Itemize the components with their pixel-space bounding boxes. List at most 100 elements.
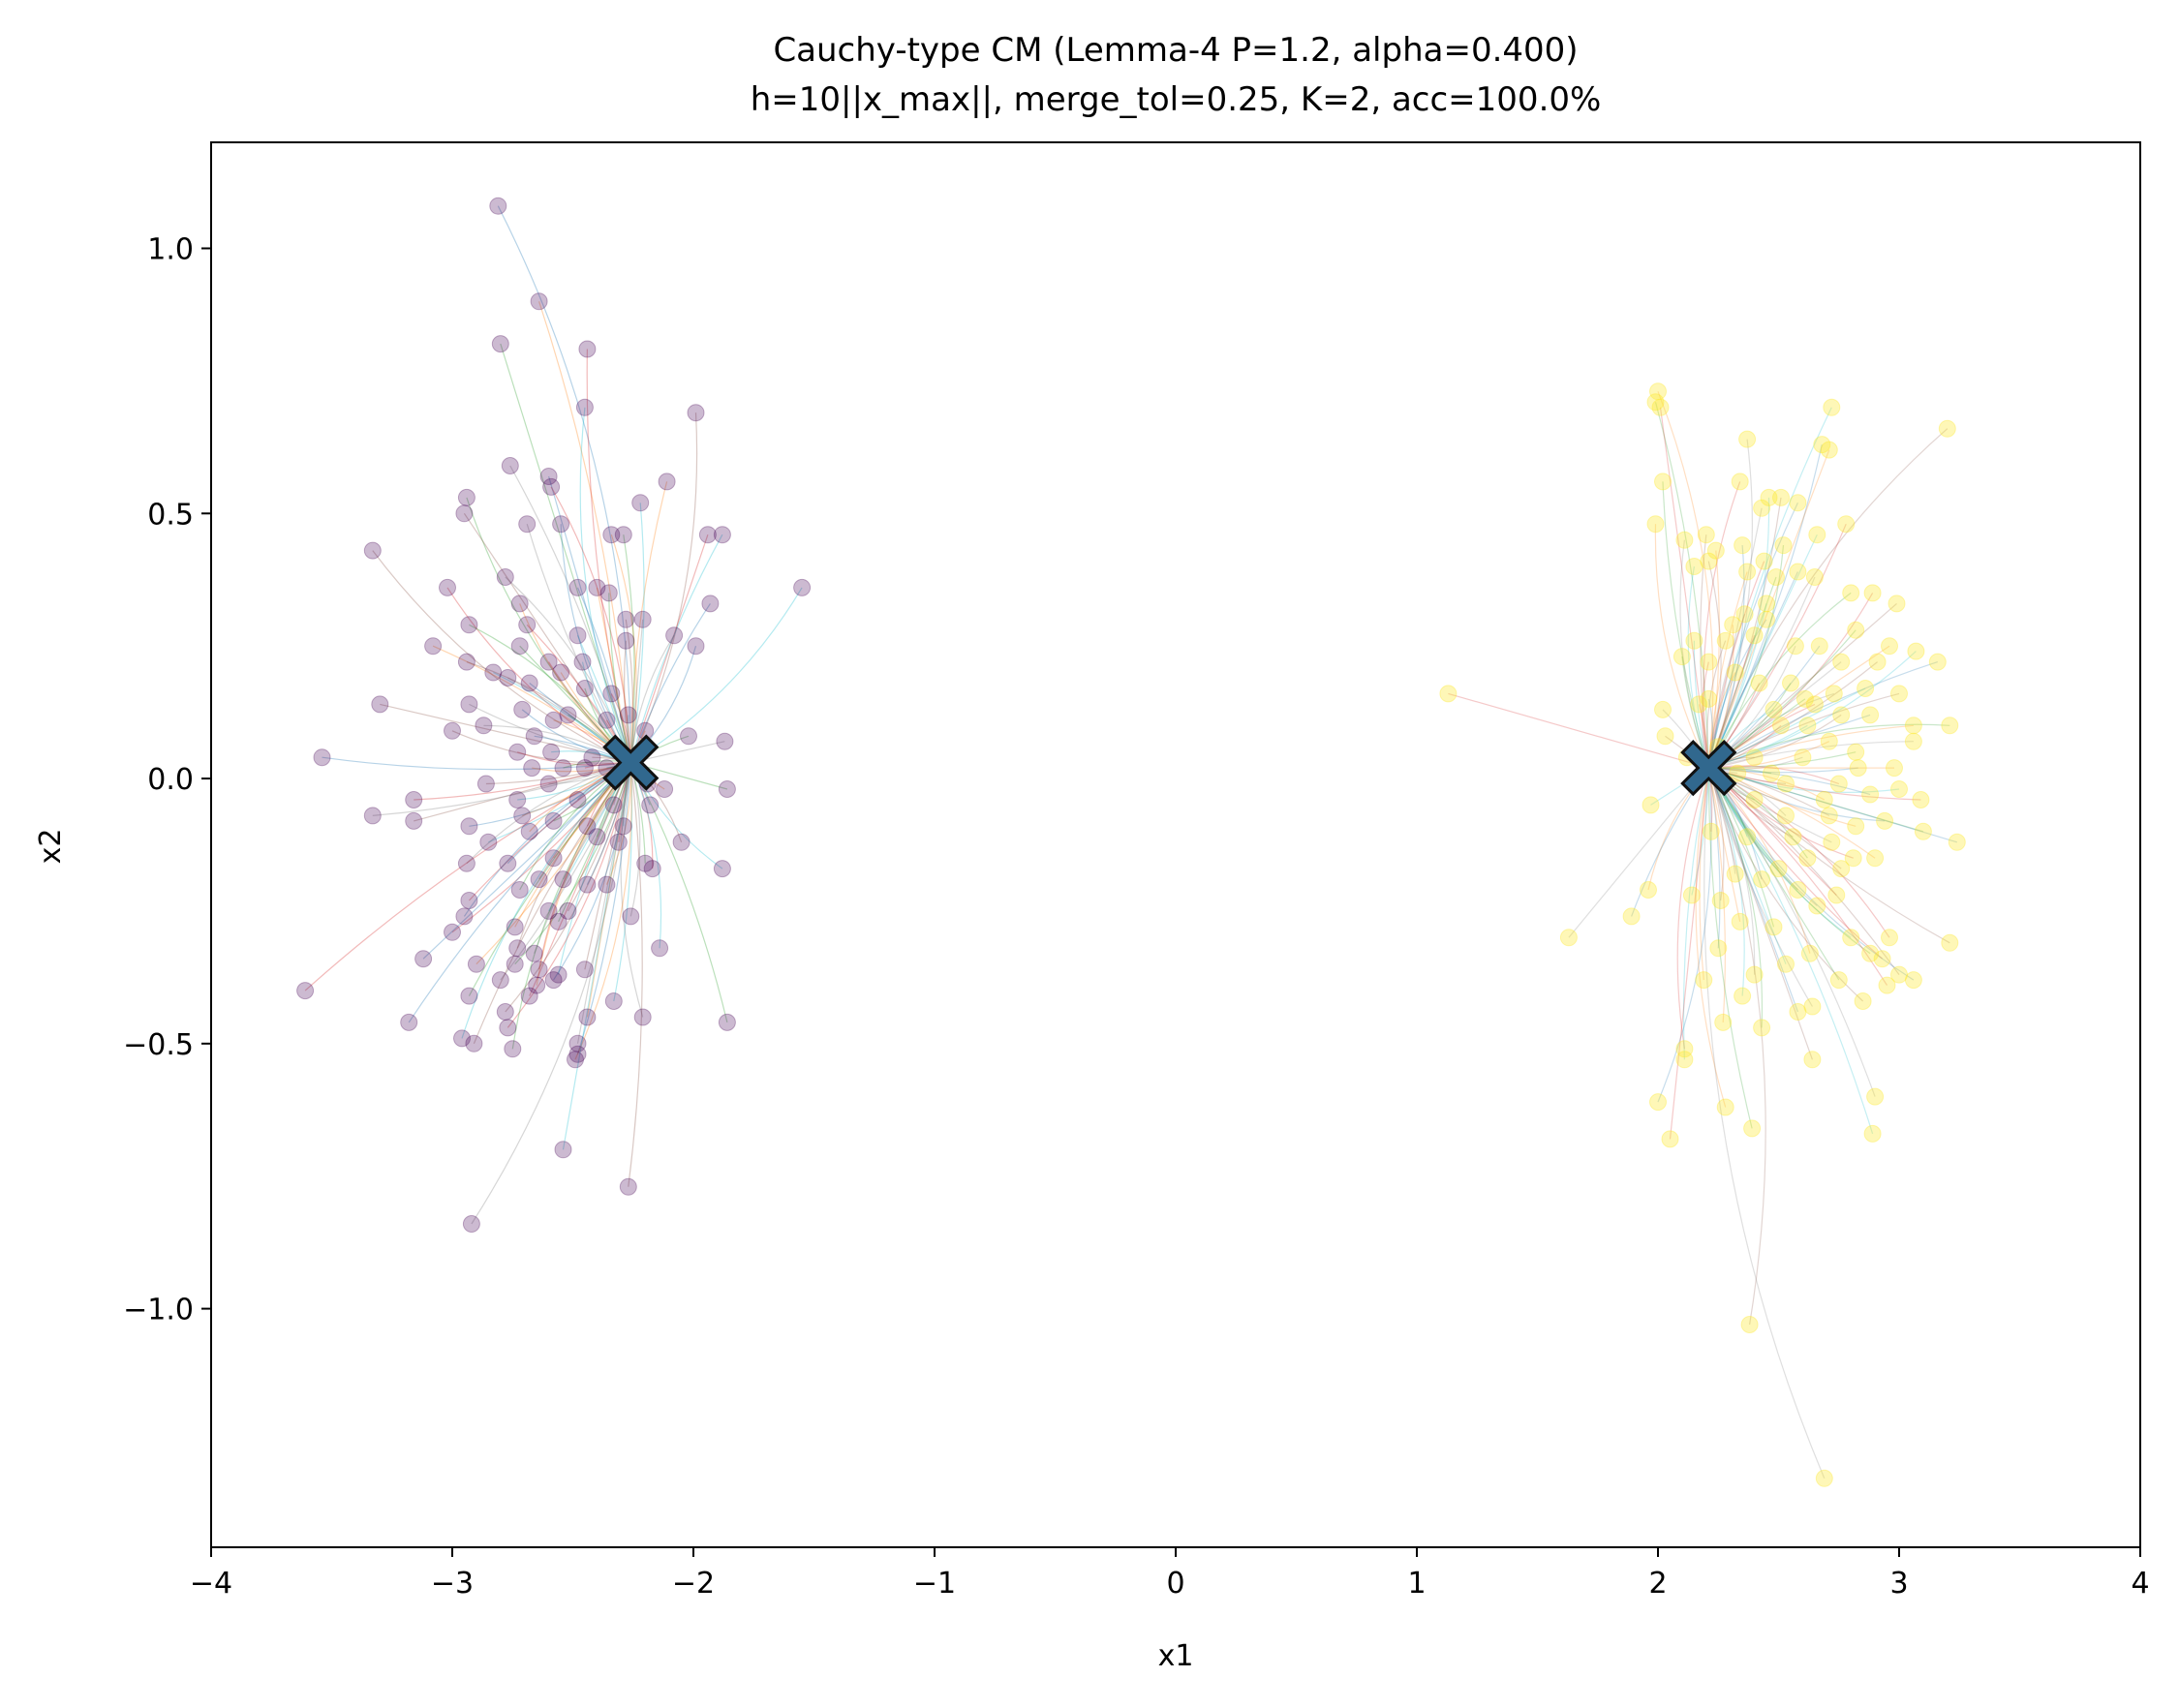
data-point [633, 610, 652, 628]
data-point [1784, 828, 1802, 846]
trajectory-line [1707, 443, 1823, 769]
data-point [622, 907, 640, 926]
data-point [1755, 552, 1773, 570]
data-point [484, 663, 503, 682]
data-point [523, 759, 541, 778]
data-point [1760, 488, 1778, 506]
data-point [525, 944, 543, 962]
trajectory-line [625, 619, 634, 763]
trajectory-line [466, 762, 631, 865]
data-point [1774, 536, 1793, 555]
trajectory-line [1707, 507, 1763, 769]
trajectory-line [1707, 614, 1746, 769]
data-point [1868, 653, 1887, 671]
data-point [1738, 828, 1757, 846]
trajectory-line [1707, 767, 1741, 923]
data-point [405, 811, 423, 830]
data-point [573, 653, 592, 671]
trajectory-line [576, 587, 631, 763]
data-point [554, 759, 572, 778]
trajectory-line [1708, 724, 1914, 769]
data-point [1743, 1119, 1762, 1138]
data-point [424, 637, 443, 656]
y-axis: 1.0 0.5 0.0 −0.5 −1.0 [123, 233, 211, 1327]
data-point [1842, 929, 1860, 947]
data-point [713, 526, 731, 544]
data-point [602, 685, 621, 703]
data-point [444, 721, 461, 740]
data-point [1823, 398, 1841, 416]
data-point [1724, 616, 1742, 634]
data-point [1849, 759, 1867, 778]
data-point [656, 780, 674, 798]
chart-subtitle: h=10||x_max||, merge_tol=0.25, K=2, acc=… [751, 80, 1602, 119]
data-point [499, 1019, 517, 1037]
trajectory-line [414, 762, 631, 801]
data-point [1777, 955, 1795, 973]
trajectory-line [1707, 767, 1950, 944]
data-point [1640, 881, 1657, 899]
data-point [539, 653, 558, 671]
data-point [530, 961, 548, 979]
y-tick-label: 0.0 [147, 763, 194, 797]
data-point [1695, 971, 1713, 990]
trajectory-line [1699, 768, 1709, 981]
data-point [604, 796, 623, 814]
data-point [1803, 1051, 1822, 1069]
data-point [665, 626, 684, 645]
data-point [1738, 430, 1757, 448]
data-point [1808, 526, 1826, 544]
data-point [1646, 393, 1665, 412]
trajectory-line [1708, 723, 1950, 769]
trajectory-line [1707, 661, 1938, 769]
data-point [1803, 997, 1822, 1016]
data-point [1847, 743, 1865, 761]
trajectory-line [1662, 481, 1709, 769]
data-point [1767, 568, 1785, 586]
data-point [713, 860, 731, 878]
data-point [1700, 552, 1718, 570]
data-point [1832, 706, 1851, 724]
trajectory-line [372, 762, 631, 816]
trajectory-line [1703, 481, 1741, 769]
data-point [718, 780, 736, 798]
data-point [1866, 1087, 1885, 1106]
data-point [1938, 419, 1956, 438]
data-point [1825, 685, 1843, 703]
trajectory-line [506, 762, 631, 1028]
data-point [1758, 595, 1775, 613]
data-point [617, 631, 635, 650]
data-point [520, 822, 538, 840]
data-point [636, 854, 655, 872]
data-point [672, 833, 691, 851]
data-point [1844, 849, 1862, 868]
trajectory-line [1707, 571, 1748, 769]
trajectory-line [1448, 692, 1709, 769]
data-point [510, 881, 529, 899]
trajectory-line [505, 576, 631, 763]
data-point [568, 1034, 587, 1052]
data-point [462, 1215, 480, 1233]
data-point [1661, 1130, 1679, 1148]
data-point [701, 595, 720, 613]
data-point [599, 584, 618, 602]
data-point [414, 950, 433, 968]
data-point [457, 488, 476, 506]
data-point [363, 807, 382, 825]
data-point [1682, 886, 1701, 904]
trajectory-line [304, 762, 631, 991]
trajectory-line [560, 524, 631, 763]
data-point [313, 748, 331, 767]
data-point [598, 875, 616, 894]
trajectory-line [1707, 767, 1900, 975]
trajectory-line [446, 587, 631, 764]
data-point [363, 541, 382, 560]
data-point [1789, 1003, 1807, 1021]
data-point [453, 1029, 471, 1048]
trajectory-line [553, 762, 631, 981]
data-point [1904, 732, 1922, 750]
data-point [1700, 653, 1718, 671]
trajectory-line [1708, 767, 1826, 801]
trajectory-line [414, 762, 631, 822]
data-point [530, 870, 548, 889]
